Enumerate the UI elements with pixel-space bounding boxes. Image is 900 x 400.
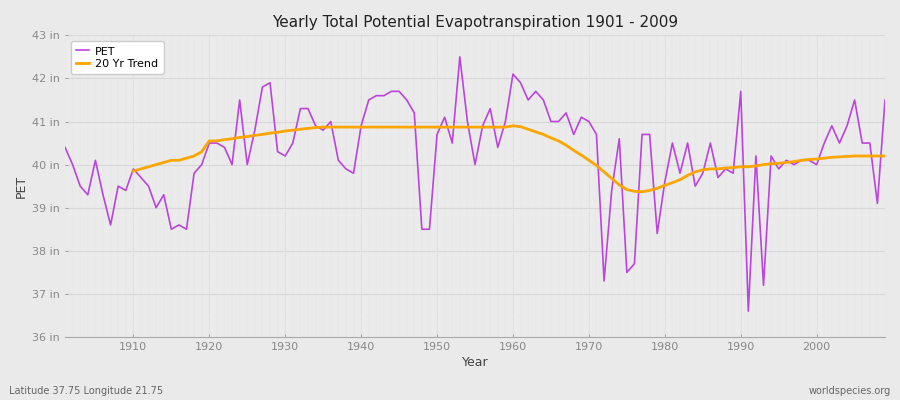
Text: worldspecies.org: worldspecies.org: [809, 386, 891, 396]
PET: [607, 188, 617, 193]
PET: [742, 309, 753, 314]
20 Yr Trend: [834, 154, 845, 159]
PET: [121, 188, 131, 193]
Title: Yearly Total Potential Evapotranspiration 1901 - 2009: Yearly Total Potential Evapotranspiratio…: [272, 15, 678, 30]
X-axis label: Year: Year: [462, 356, 489, 369]
20 Yr Trend: [857, 154, 868, 158]
PET: [879, 98, 890, 102]
PET: [287, 141, 298, 146]
20 Yr Trend: [636, 189, 647, 194]
PET: [333, 158, 344, 163]
20 Yr Trend: [508, 124, 518, 128]
Line: 20 Yr Trend: 20 Yr Trend: [133, 126, 885, 192]
20 Yr Trend: [583, 158, 594, 163]
PET: [515, 80, 526, 85]
20 Yr Trend: [302, 126, 313, 131]
Line: PET: PET: [65, 57, 885, 311]
Text: Latitude 37.75 Longitude 21.75: Latitude 37.75 Longitude 21.75: [9, 386, 163, 396]
PET: [59, 145, 70, 150]
Legend: PET, 20 Yr Trend: PET, 20 Yr Trend: [70, 41, 164, 74]
PET: [508, 72, 518, 76]
20 Yr Trend: [272, 130, 283, 135]
20 Yr Trend: [523, 127, 534, 132]
PET: [454, 54, 465, 59]
Y-axis label: PET: PET: [15, 174, 28, 198]
20 Yr Trend: [128, 169, 139, 174]
20 Yr Trend: [879, 154, 890, 158]
